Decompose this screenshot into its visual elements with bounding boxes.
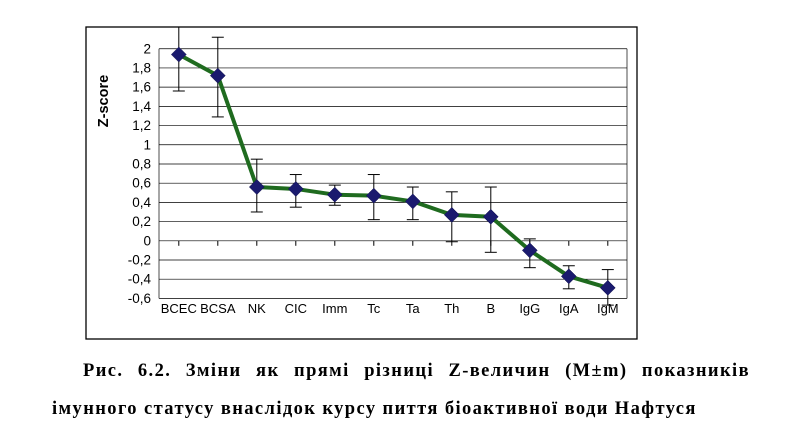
svg-text:Tc: Tc [367, 301, 381, 316]
svg-text:CIC: CIC [285, 301, 307, 316]
svg-text:IgG: IgG [519, 301, 540, 316]
svg-text:B: B [486, 301, 495, 316]
svg-text:1,2: 1,2 [132, 118, 151, 133]
svg-text:0: 0 [143, 233, 151, 248]
svg-text:IgA: IgA [559, 301, 579, 316]
svg-text:1,8: 1,8 [132, 60, 151, 75]
svg-text:0,4: 0,4 [132, 195, 151, 210]
svg-text:Th: Th [444, 301, 459, 316]
svg-text:NK: NK [248, 301, 266, 316]
svg-text:2: 2 [143, 41, 151, 56]
svg-text:BCSA: BCSA [200, 301, 236, 316]
svg-text:Ta: Ta [406, 301, 421, 316]
svg-text:1,4: 1,4 [132, 99, 151, 114]
svg-text:Imm: Imm [322, 301, 347, 316]
svg-text:0,2: 0,2 [132, 214, 151, 229]
svg-text:0,6: 0,6 [132, 176, 151, 191]
svg-text:BCEC: BCEC [161, 301, 197, 316]
svg-text:-0,6: -0,6 [128, 291, 151, 306]
svg-text:-0,4: -0,4 [128, 272, 152, 287]
svg-text:1,6: 1,6 [132, 80, 151, 95]
svg-text:-0,2: -0,2 [128, 252, 151, 267]
svg-text:1: 1 [143, 137, 151, 152]
svg-text:0,8: 0,8 [132, 156, 151, 171]
